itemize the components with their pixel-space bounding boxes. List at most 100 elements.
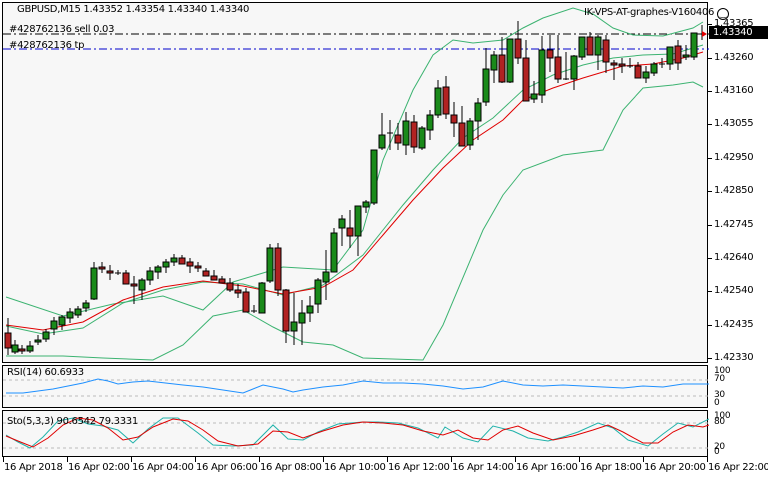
rsi-indicator-pane[interactable]: RSI(14) 60.6933 (2, 365, 709, 408)
rsi-label: RSI(14) 60.6933 (7, 367, 84, 378)
candle (563, 52, 569, 80)
candle (506, 38, 514, 83)
price-label: 1.42435 (714, 319, 754, 330)
candle (674, 40, 682, 70)
stochastic-indicator-pane[interactable]: Sto(5,3,3) 90.6542 79.3331 (2, 410, 709, 457)
candle (34, 335, 42, 345)
time-label: 16 Apr 06:00 (196, 462, 258, 473)
time-label: 16 Apr 08:00 (260, 462, 322, 473)
stochastic-main-line (5, 417, 709, 449)
candle (122, 270, 130, 285)
candle (618, 58, 626, 73)
candle (290, 293, 298, 345)
candle (610, 60, 618, 80)
price-label: 1.42745 (714, 219, 754, 230)
candle (666, 46, 674, 70)
level-label: 0 (714, 447, 720, 457)
price-label: 1.42330 (714, 352, 754, 363)
candle (210, 270, 218, 281)
candle (642, 66, 650, 83)
candle (274, 243, 282, 296)
candle (570, 55, 578, 90)
candle (458, 106, 466, 147)
candle (530, 81, 538, 103)
candle (578, 36, 586, 60)
candle (434, 80, 442, 118)
candle (554, 35, 562, 83)
time-tick (131, 457, 132, 462)
price-label: 1.43260 (714, 52, 754, 63)
price-label: 1.43365 (714, 18, 754, 29)
candle (394, 123, 402, 150)
candle (186, 258, 194, 273)
time-label: 16 Apr 14:00 (452, 462, 514, 473)
candle (426, 110, 434, 140)
candle (650, 62, 658, 76)
candle (690, 32, 698, 60)
candle (4, 318, 12, 355)
candle (170, 254, 178, 266)
candle (251, 305, 257, 313)
candle (314, 278, 322, 313)
price-tick (708, 191, 712, 192)
level-label: 30 (714, 390, 725, 400)
candle (482, 48, 490, 106)
candle (42, 329, 50, 342)
time-label: 16 Apr 16:00 (516, 462, 578, 473)
time-label: 16 Apr 04:00 (132, 462, 194, 473)
price-label: 1.43055 (714, 118, 754, 129)
time-label: 16 Apr 12:00 (388, 462, 450, 473)
candle (282, 289, 290, 343)
candle (18, 345, 26, 354)
candle (602, 35, 610, 73)
time-label: 16 Apr 2018 (4, 462, 63, 473)
bollinger-middle-band (5, 44, 704, 335)
time-tick (515, 457, 516, 462)
time-tick (579, 457, 580, 462)
candle (306, 296, 314, 322)
time-tick (387, 457, 388, 462)
time-tick (323, 457, 324, 462)
time-tick (707, 457, 708, 462)
candle (98, 262, 106, 273)
candle (178, 255, 186, 265)
current-price-tag: 1.43340 (709, 26, 768, 39)
smiley-icon[interactable]: ‿ (717, 8, 730, 20)
candle (634, 62, 642, 79)
candle (418, 126, 426, 150)
symbol-info-label: GBPUSD,M15 1.43352 1.43354 1.43340 1.433… (17, 4, 250, 15)
time-label: 16 Apr 10:00 (324, 462, 386, 473)
time-tick (643, 457, 644, 462)
candle (466, 118, 474, 150)
price-chart-pane[interactable]: GBPUSD,M15 1.43352 1.43354 1.43340 1.433… (2, 2, 730, 364)
candle (474, 98, 482, 140)
time-label: 16 Apr 20:00 (644, 462, 706, 473)
price-tick (708, 325, 712, 326)
candle (538, 36, 546, 103)
time-tick (451, 457, 452, 462)
price-tick (708, 124, 712, 125)
candle (90, 262, 98, 300)
candle (226, 278, 234, 292)
candlestick-chart[interactable] (3, 3, 709, 364)
rsi-line (6, 378, 709, 394)
candle (490, 51, 498, 83)
candle (659, 58, 665, 68)
candle (194, 262, 202, 272)
candle (82, 300, 90, 312)
candle (362, 200, 370, 213)
sell-order-label: #428762136 sell 0.03 (9, 24, 115, 35)
price-tick (708, 24, 712, 25)
price-label: 1.42540 (714, 285, 754, 296)
candle (546, 35, 554, 72)
candle (154, 265, 162, 279)
time-tick (3, 457, 4, 462)
candle (586, 32, 594, 56)
time-label: 16 Apr 22:00 (708, 462, 768, 473)
candle (442, 76, 450, 119)
candle (322, 250, 330, 300)
price-tick (708, 158, 712, 159)
candle (330, 228, 338, 273)
time-tick (259, 457, 260, 462)
candle (450, 102, 458, 137)
